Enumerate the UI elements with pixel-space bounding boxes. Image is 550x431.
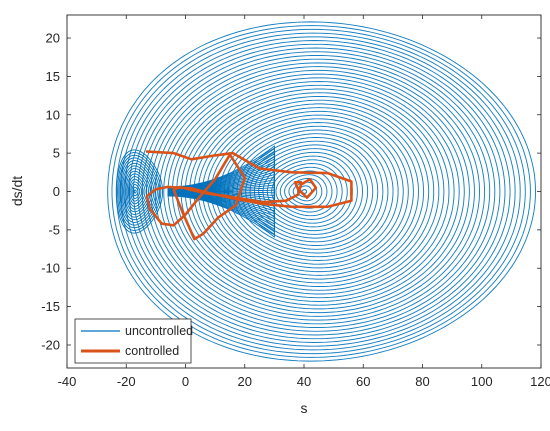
y-tick-label: 15	[46, 69, 60, 84]
controlled-trajectory	[145, 150, 353, 241]
uncontrolled-loop	[111, 25, 531, 358]
uncontrolled-loop	[249, 144, 369, 239]
uncontrolled-left-loop	[123, 165, 153, 218]
x-tick-label: 120	[530, 374, 550, 389]
x-tick-label: 0	[182, 374, 189, 389]
uncontrolled-loop	[253, 148, 363, 235]
uncontrolled-loop	[150, 58, 486, 325]
y-tick-label: 10	[46, 107, 60, 122]
y-tick-label: -20	[41, 337, 60, 352]
y-tick-label: 0	[53, 184, 60, 199]
uncontrolled-left-loop	[125, 170, 149, 213]
y-tick-label: -15	[41, 299, 60, 314]
y-tick-label: -5	[48, 222, 60, 237]
uncontrolled-loop	[107, 21, 536, 362]
x-tick-label: 100	[471, 374, 493, 389]
uncontrolled-left-loop	[127, 176, 146, 207]
uncontrolled-waist-loop	[167, 145, 275, 238]
uncontrolled-loop	[262, 155, 353, 228]
uncontrolled-loop	[141, 51, 496, 332]
legend-label-uncontrolled: uncontrolled	[125, 324, 193, 338]
uncontrolled-left-loop	[117, 152, 162, 231]
uncontrolled-left-loop	[119, 157, 158, 226]
x-axis-ticks: -40 -20 0 20 40 60 80 100 120	[58, 15, 550, 389]
uncontrolled-loop	[236, 133, 384, 250]
uncontrolled-left-loop	[129, 178, 144, 205]
uncontrolled-left-loop	[126, 173, 148, 210]
x-tick-label: 60	[356, 374, 370, 389]
uncontrolled-loop	[223, 122, 399, 261]
x-axis-label: s	[301, 400, 308, 416]
uncontrolled-left-loop	[132, 186, 139, 197]
x-tick-label: -40	[58, 374, 77, 389]
uncontrolled-series-layer	[107, 21, 536, 362]
uncontrolled-left-loop	[124, 168, 151, 215]
uncontrolled-left-loop	[118, 154, 160, 229]
uncontrolled-left-loop	[120, 160, 156, 223]
uncontrolled-left-loop	[131, 184, 141, 199]
uncontrolled-loop	[158, 66, 475, 317]
uncontrolled-loop	[245, 140, 374, 243]
x-tick-label: 40	[297, 374, 311, 389]
y-tick-label: 5	[53, 146, 60, 161]
uncontrolled-left-loop	[130, 181, 142, 202]
y-axis-label: ds/dt	[9, 176, 25, 206]
legend-box	[74, 318, 192, 364]
uncontrolled-loop	[266, 159, 348, 224]
controlled-series-layer	[145, 150, 353, 241]
uncontrolled-loop	[275, 166, 338, 217]
uncontrolled-loop	[288, 178, 323, 205]
uncontrolled-loop	[120, 32, 521, 351]
x-tick-label: 20	[238, 374, 252, 389]
uncontrolled-left-loop	[133, 189, 137, 194]
legend: uncontrolled controlled	[74, 318, 193, 364]
x-tick-label: -20	[117, 374, 136, 389]
uncontrolled-loop	[271, 163, 343, 220]
uncontrolled-loop	[232, 129, 389, 254]
plot-area	[67, 15, 541, 368]
legend-label-controlled: controlled	[125, 344, 179, 358]
y-tick-label: 20	[46, 31, 60, 46]
y-axis-ticks: -20 -15 -10 -5 0 5 10 15 20	[41, 31, 541, 352]
uncontrolled-loop	[228, 125, 394, 258]
y-tick-label: -10	[41, 261, 60, 276]
uncontrolled-loop	[163, 69, 470, 314]
uncontrolled-left-loop	[121, 162, 155, 221]
uncontrolled-loop	[292, 181, 318, 202]
uncontrolled-loop	[258, 151, 358, 232]
uncontrolled-left-loop	[115, 149, 164, 234]
x-tick-label: 80	[415, 374, 429, 389]
